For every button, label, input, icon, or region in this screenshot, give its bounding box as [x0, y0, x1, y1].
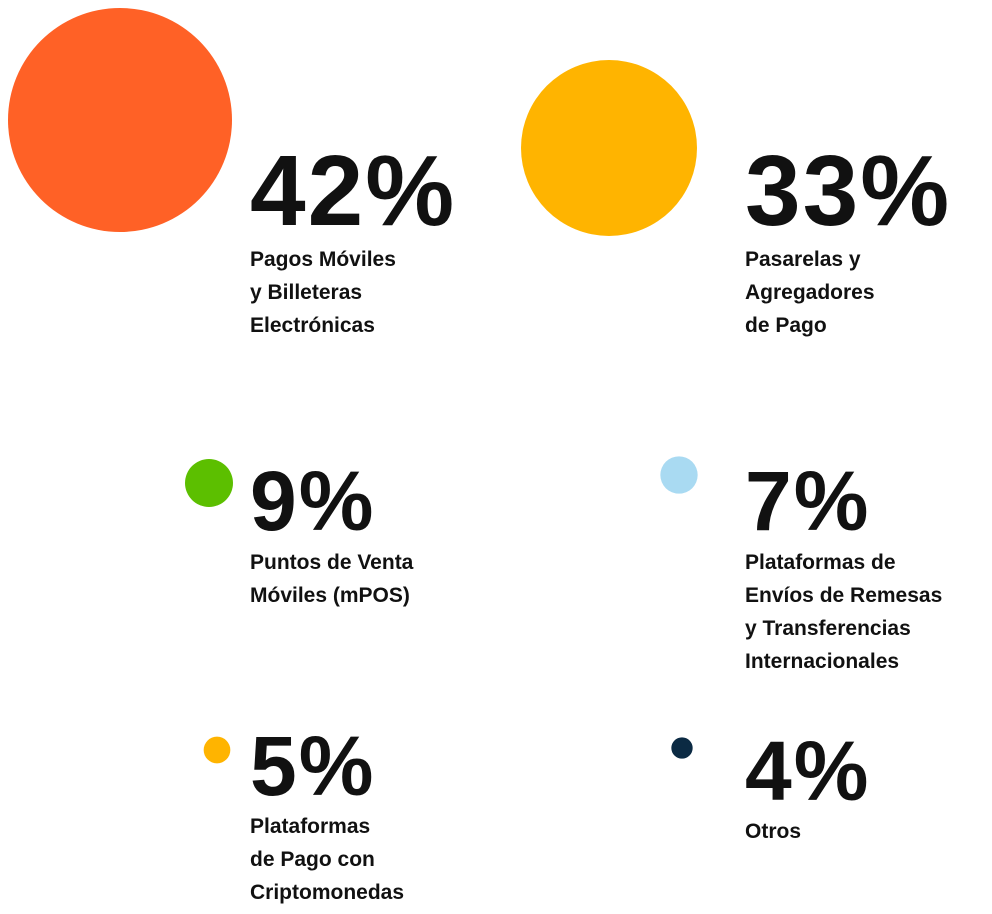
bubble: [660, 456, 698, 494]
category-label: Otros: [745, 820, 802, 843]
bubble: [8, 8, 232, 232]
category-label: Plataformas de Envíos de Remesas y Trans…: [745, 551, 943, 673]
value-label: 42%: [250, 135, 456, 247]
bubble: [203, 736, 231, 764]
value-label: 4%: [745, 724, 870, 818]
value-label: 9%: [250, 454, 375, 548]
value-label: 7%: [745, 454, 870, 548]
category-label: Plataformas de Pago con Criptomonedas: [250, 815, 405, 904]
category-label: Pagos Móviles y Billeteras Electrónicas: [250, 248, 396, 337]
value-label: 33%: [745, 135, 951, 247]
category-label: Pasarelas y Agregadores de Pago: [745, 248, 875, 337]
bubble: [185, 459, 233, 507]
value-label: 5%: [250, 719, 375, 813]
bubble: [671, 737, 693, 759]
bubble: [521, 60, 697, 236]
category-label: Puntos de Venta Móviles (mPOS): [250, 551, 414, 607]
